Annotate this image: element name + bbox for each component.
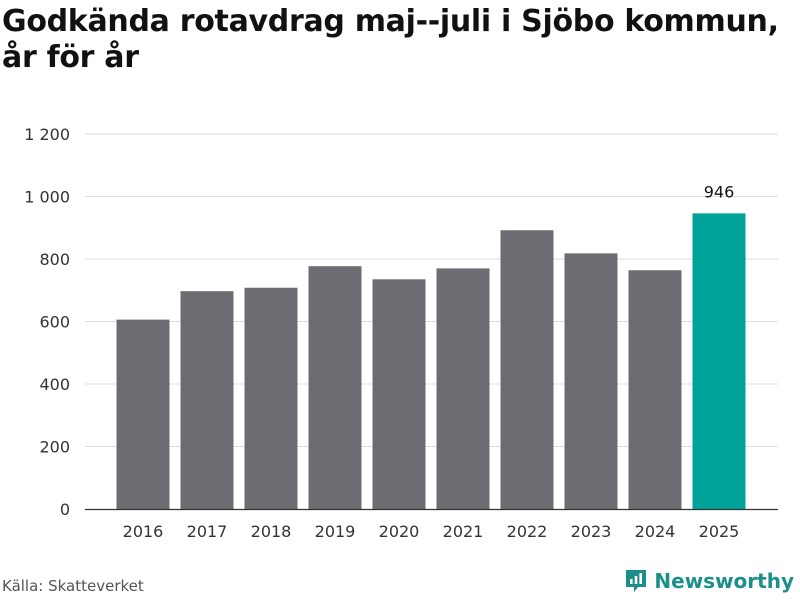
x-tick-label: 2020 xyxy=(379,522,420,541)
bar-2017 xyxy=(180,291,234,509)
bar-2018 xyxy=(244,287,298,509)
x-tick-label: 2024 xyxy=(635,522,676,541)
x-tick-label: 2016 xyxy=(123,522,164,541)
bar-2022 xyxy=(500,230,554,509)
y-tick-label: 0 xyxy=(60,500,70,519)
bar-2024 xyxy=(628,270,682,509)
source-note: Källa: Skatteverket xyxy=(2,577,144,595)
y-tick-label: 1 000 xyxy=(24,188,70,207)
bar-2020 xyxy=(372,279,426,509)
x-tick-label: 2023 xyxy=(571,522,612,541)
x-tick-label: 2021 xyxy=(443,522,484,541)
x-tick-label: 2019 xyxy=(315,522,356,541)
bar-2023 xyxy=(564,253,618,509)
bar-2025 xyxy=(692,213,746,509)
y-tick-label: 600 xyxy=(39,313,70,332)
x-tick-label: 2025 xyxy=(699,522,740,541)
data-label: 946 xyxy=(704,182,735,201)
bar-2021 xyxy=(436,268,490,509)
newsworthy-logo-icon xyxy=(626,570,647,592)
bar-2019 xyxy=(308,266,362,509)
y-tick-label: 400 xyxy=(39,375,70,394)
y-tick-label: 1 200 xyxy=(24,125,70,144)
y-tick-label: 800 xyxy=(39,250,70,269)
chart-title: Godkända rotavdrag maj--juli i Sjöbo kom… xyxy=(2,4,779,75)
x-tick-label: 2017 xyxy=(187,522,228,541)
brand-name: Newsworthy xyxy=(654,569,794,593)
x-tick-label: 2018 xyxy=(251,522,292,541)
y-tick-label: 200 xyxy=(39,438,70,457)
x-tick-label: 2022 xyxy=(507,522,548,541)
bar-2016 xyxy=(116,319,170,509)
brand-logo[interactable]: Newsworthy xyxy=(624,568,794,594)
